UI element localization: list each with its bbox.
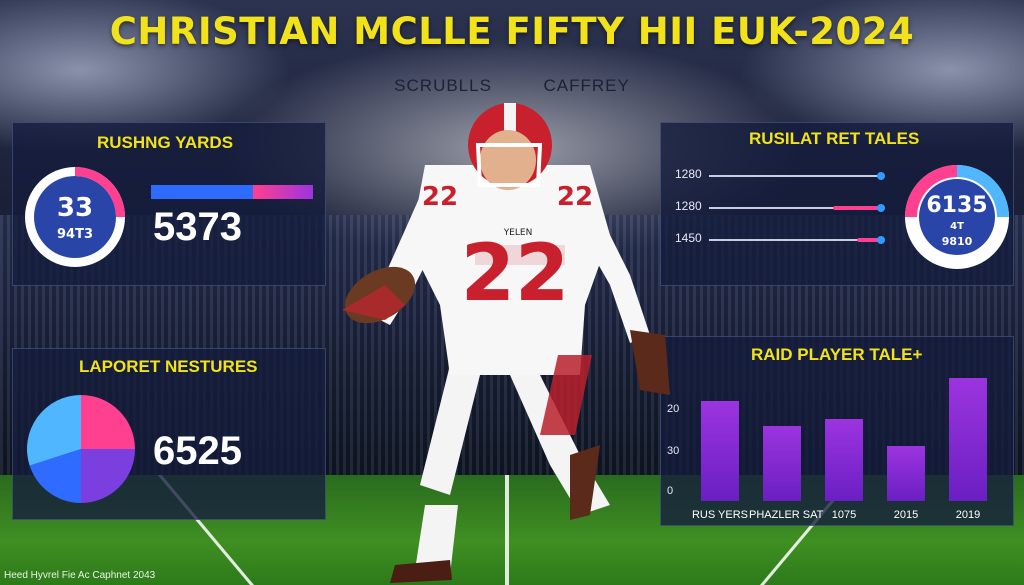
- sleeve-number-left: 22: [422, 182, 458, 212]
- bar-category-label: RUS YERS: [691, 509, 749, 521]
- stat-row-dot: [877, 204, 885, 212]
- bar-chart-panel: RAID PLAYER TALE+ 20 30 0 RUS YERS PHAZLE…: [660, 336, 1014, 526]
- bar: [825, 419, 863, 501]
- page-title: CHRISTIAN MCLLE FIFTY HII EUK-2024: [109, 10, 915, 53]
- jersey-number: 22: [461, 229, 570, 319]
- rushing-yards-panel: RUSHNG YARDS 33 94T3 5373: [12, 122, 326, 286]
- stats-ring-bottom: 9810: [941, 235, 973, 248]
- y-axis-label: 20: [667, 403, 680, 415]
- bar-category-label: 2015: [893, 509, 919, 521]
- lower-left-value: 6525: [153, 429, 242, 473]
- stats-ring-chart: [905, 165, 1009, 269]
- page-subtitle: SCRUBLLS CAFFREY: [0, 76, 1024, 96]
- bar: [701, 400, 739, 501]
- footer-caption: Heed Hyvrel Fie Ac Caphnet 2043: [4, 570, 156, 581]
- stat-row-label: 1280: [675, 199, 702, 213]
- stat-row-track: [709, 175, 881, 177]
- subtitle-right: CAFFREY: [543, 76, 630, 95]
- rushing-yards-title: RUSHNG YARDS: [97, 133, 234, 152]
- pie-slice: [26, 395, 82, 466]
- sleeve-number-right: 22: [557, 182, 593, 212]
- stats-panel-title: RUSILAT RET TALES: [749, 129, 920, 148]
- stats-panel: RUSILAT RET TALES 1280 1280 1450 6135 4T 9…: [660, 122, 1014, 286]
- stat-row-fill: [832, 206, 881, 210]
- stat-row-label: 1450: [675, 231, 702, 245]
- jersey-text: YELEN: [503, 228, 533, 238]
- rushing-ring-top: 33: [56, 193, 94, 223]
- bar: [887, 445, 925, 501]
- bar-category-label: PHAZLER SAT: [749, 509, 824, 521]
- pie-slice: [29, 449, 81, 503]
- bar: [949, 377, 987, 501]
- y-axis-label: 0: [667, 485, 674, 497]
- stat-row-track: [709, 207, 881, 209]
- y-axis-label: 30: [667, 445, 680, 457]
- lower-left-panel: LAPORET NESTURES 6525: [12, 348, 326, 520]
- rushing-progress-accent: [253, 185, 313, 199]
- pie-slice: [81, 395, 135, 449]
- pie-chart: [26, 395, 135, 503]
- player-illustration: 22 YELEN 22 22: [342, 103, 670, 583]
- stat-row-track: [709, 239, 881, 241]
- stat-row-fill: [856, 238, 881, 242]
- stats-ring-top: 6135: [926, 193, 988, 218]
- rushing-progress-bar: [151, 185, 313, 199]
- bar-chart-title: RAID PLAYER TALE+: [751, 345, 923, 364]
- stats-ring-mid: 4T: [950, 221, 964, 232]
- subtitle-left: SCRUBLLS: [394, 76, 492, 95]
- bar-category-label: 2019: [955, 509, 981, 521]
- stat-row-dot: [877, 172, 885, 180]
- bar-category-label: 1075: [831, 509, 857, 521]
- rushing-ring-chart: [25, 167, 125, 267]
- lower-left-title: LAPORET NESTURES: [79, 357, 258, 376]
- rushing-ring-bottom: 94T3: [56, 227, 93, 242]
- pie-slice: [81, 449, 135, 503]
- stat-row-dot: [877, 236, 885, 244]
- bar: [763, 425, 801, 501]
- rushing-yards-value: 5373: [153, 205, 242, 249]
- stat-row-label: 1280: [675, 167, 702, 181]
